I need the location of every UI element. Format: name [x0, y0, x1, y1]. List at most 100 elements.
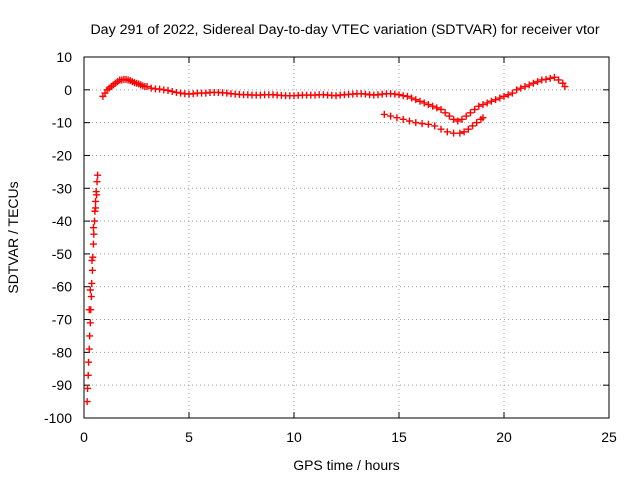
- data-point-marker: [445, 112, 453, 120]
- x-tick-label: 10: [286, 429, 302, 445]
- data-point-marker: [431, 122, 439, 130]
- data-point-marker: [464, 125, 472, 133]
- axis-ticks: 0 5 10 15 20 25 10 0 -10 -20 -30 -40 -50 -60 -70 -80 -90…: [44, 49, 617, 445]
- data-point-marker: [90, 230, 98, 238]
- x-tick-label: 25: [601, 429, 617, 445]
- data-point-marker: [462, 112, 470, 120]
- y-tick-label: -50: [52, 246, 72, 262]
- data-point-marker: [475, 102, 483, 110]
- data-point-marker: [456, 129, 464, 137]
- data-point-marker: [487, 97, 495, 105]
- data-point-marker: [408, 94, 416, 102]
- data-point-marker: [521, 83, 529, 91]
- data-point-marker: [403, 92, 411, 100]
- data-point-marker: [479, 114, 487, 122]
- y-tick-label: -80: [52, 344, 72, 360]
- data-point-marker: [84, 384, 92, 392]
- data-point-marker: [93, 191, 101, 199]
- data-point-marker: [84, 371, 92, 379]
- data-point-marker: [525, 81, 533, 89]
- data-point-marker: [561, 83, 569, 91]
- data-point-marker: [529, 79, 537, 87]
- data-point-marker: [83, 398, 91, 406]
- y-tick-label: -40: [52, 213, 72, 229]
- data-points: [83, 73, 569, 406]
- data-point-marker: [387, 112, 395, 120]
- data-point-marker: [460, 128, 468, 136]
- data-point-marker: [471, 106, 479, 114]
- x-tick-label: 20: [496, 429, 512, 445]
- data-point-marker: [437, 125, 445, 133]
- data-point-marker: [94, 171, 102, 179]
- data-point-marker: [86, 286, 94, 294]
- data-point-marker: [534, 78, 542, 86]
- data-point-marker: [469, 122, 476, 130]
- y-tick-label: -60: [52, 279, 72, 295]
- data-point-marker: [424, 120, 432, 128]
- data-point-marker: [500, 92, 508, 100]
- data-point-marker: [492, 96, 500, 104]
- data-point-marker: [406, 117, 413, 125]
- data-point-marker: [437, 106, 445, 114]
- data-point-marker: [395, 91, 403, 99]
- data-point-marker: [412, 96, 420, 104]
- data-point-marker: [458, 115, 466, 123]
- y-tick-label: 0: [64, 82, 72, 98]
- data-point-marker: [418, 120, 426, 128]
- data-point-marker: [517, 84, 525, 92]
- data-point-marker: [433, 104, 441, 112]
- data-point-marker: [168, 87, 176, 95]
- data-point-marker: [443, 128, 451, 136]
- data-point-marker: [92, 197, 100, 205]
- x-tick-label: 5: [185, 429, 193, 445]
- data-point-marker: [89, 253, 97, 261]
- data-point-marker: [550, 73, 558, 81]
- data-point-marker: [424, 101, 432, 109]
- data-point-marker: [508, 89, 516, 97]
- chart-title: Day 291 of 2022, Sidereal Day-to-day VTE…: [90, 22, 599, 38]
- y-axis-label: SDTVAR / TECUs: [5, 181, 21, 293]
- data-point-marker: [450, 115, 458, 123]
- data-point-marker: [93, 178, 101, 186]
- data-point-marker: [89, 224, 97, 232]
- data-point-marker: [513, 86, 521, 94]
- data-point-marker: [85, 358, 93, 366]
- data-point-marker: [429, 102, 437, 110]
- data-point-marker: [473, 119, 481, 127]
- data-point-marker: [88, 279, 96, 287]
- x-tick-label: 0: [80, 429, 88, 445]
- data-point-marker: [479, 101, 487, 109]
- x-axis-label: GPS time / hours: [293, 457, 400, 473]
- data-point-marker: [496, 94, 504, 102]
- data-point-marker: [86, 319, 94, 327]
- data-point-marker: [483, 99, 491, 107]
- plot-border: [83, 56, 610, 419]
- data-point-marker: [399, 115, 407, 123]
- data-point-marker: [412, 119, 420, 127]
- y-tick-label: -100: [44, 410, 72, 426]
- y-tick-label: -70: [52, 312, 72, 328]
- y-tick-label: -30: [52, 180, 72, 196]
- grid-lines: [84, 57, 609, 418]
- data-point-marker: [393, 114, 401, 122]
- data-point-marker: [466, 109, 474, 117]
- data-point-marker: [85, 306, 93, 314]
- data-point-marker: [546, 74, 554, 82]
- data-point-marker: [88, 256, 96, 264]
- data-point-marker: [555, 76, 563, 84]
- data-point-marker: [88, 266, 96, 274]
- data-point-marker: [87, 293, 95, 301]
- data-point-marker: [450, 129, 458, 137]
- data-point-marker: [89, 240, 97, 248]
- data-point-marker: [164, 86, 172, 94]
- y-tick-label: 10: [56, 49, 72, 65]
- x-tick-label: 15: [391, 429, 407, 445]
- data-point-marker: [504, 91, 512, 99]
- data-point-marker: [416, 97, 424, 105]
- y-tick-label: -20: [52, 147, 72, 163]
- y-tick-label: -10: [52, 115, 72, 131]
- data-point-marker: [542, 75, 550, 83]
- data-point-marker: [454, 117, 462, 125]
- data-point-marker: [92, 204, 100, 212]
